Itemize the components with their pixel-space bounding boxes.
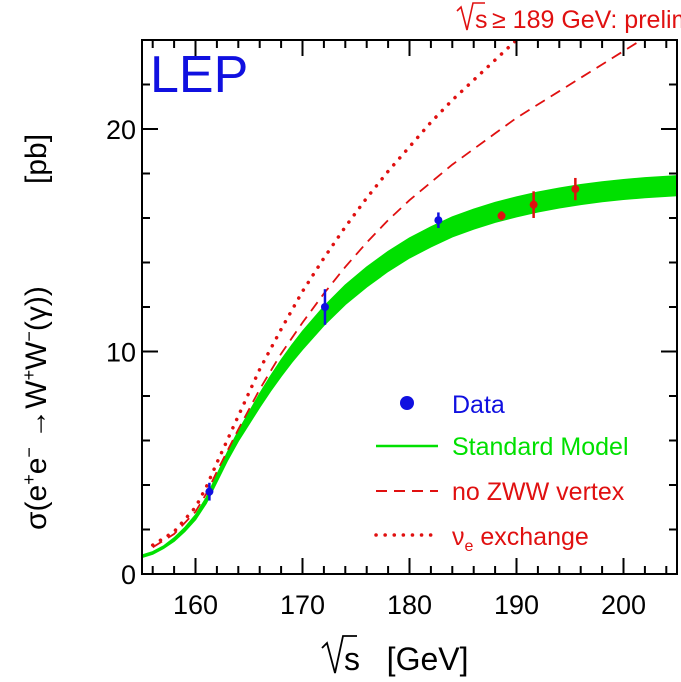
x-sqrt-symbol — [321, 635, 357, 674]
legend: Data Standard Model no ZWW vertex νe exc… — [374, 391, 629, 555]
x-axis-label: s [GeV] — [344, 641, 468, 677]
y-tick-label: 0 — [121, 560, 136, 590]
data-point-marker — [571, 185, 580, 194]
x-tick-label: 180 — [387, 590, 432, 620]
x-axis-label-group: s [GeV] — [321, 635, 468, 677]
y-tick-label: 10 — [106, 338, 136, 368]
data-point — [497, 211, 506, 221]
x-tick-label: 160 — [173, 590, 218, 620]
data-point-marker — [529, 200, 538, 209]
sqrt-symbol — [456, 2, 485, 31]
legend-nue-label: νe exchange — [452, 523, 589, 555]
x-tick-label: 170 — [280, 590, 325, 620]
preliminary-note: s ≥ 189 GeV: preliminary — [456, 2, 681, 34]
preliminary-note-s: s — [475, 6, 488, 34]
data-point-marker — [320, 303, 329, 311]
legend-data-label: Data — [452, 391, 505, 419]
y-tick-label: 20 — [106, 115, 136, 145]
y-axis-label: σ(e+e− →W+W−(γ)) — [19, 286, 53, 530]
data-point — [434, 212, 443, 229]
data-point-marker — [205, 487, 214, 496]
data-point — [571, 177, 580, 201]
preliminary-note-text: ≥ 189 GeV: preliminary — [492, 6, 681, 34]
data-point-marker — [434, 216, 443, 225]
y-axis-unit: [pb] — [20, 134, 53, 184]
data-point — [529, 191, 538, 218]
legend-nozww-label: no ZWW vertex — [452, 478, 625, 506]
series-standard-model-band — [142, 175, 677, 559]
x-tick-label: 200 — [601, 590, 646, 620]
experiment-label: LEP — [150, 46, 248, 104]
data-point-marker — [497, 211, 506, 220]
series-no-zww-vertex-curve — [152, 40, 644, 549]
legend-data-marker — [400, 396, 414, 410]
x-tick-label: 190 — [494, 590, 539, 620]
legend-sm-label: Standard Model — [452, 433, 629, 461]
data-point — [205, 482, 214, 501]
data-point — [320, 289, 329, 325]
